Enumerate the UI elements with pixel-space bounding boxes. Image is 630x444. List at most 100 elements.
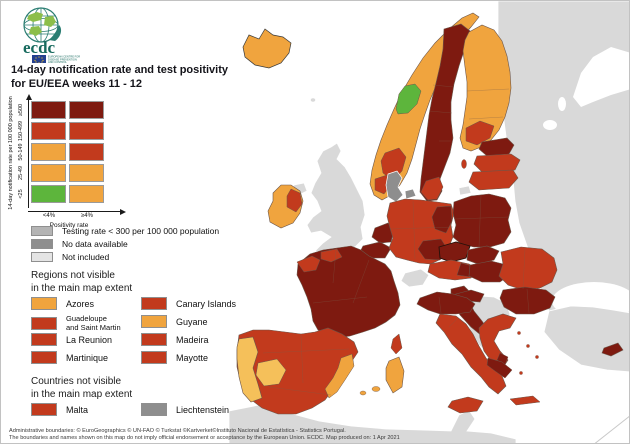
region-united-kingdom bbox=[306, 142, 366, 254]
region-cyprus bbox=[601, 342, 624, 357]
region-latvia bbox=[473, 153, 521, 173]
region-denmark-islands bbox=[404, 188, 417, 200]
region-sicily bbox=[447, 396, 484, 414]
region-italy-peninsula bbox=[435, 313, 507, 395]
malta-swatch bbox=[31, 403, 57, 416]
eu-flag-icon bbox=[32, 55, 46, 63]
azores-swatch bbox=[31, 297, 57, 310]
legend-item-guyane: Guyane bbox=[141, 315, 208, 328]
region-iceland bbox=[242, 28, 292, 69]
martinique-swatch bbox=[31, 351, 57, 364]
region-norway-trondelag bbox=[395, 83, 422, 115]
legend-item-la-reunion: La Reunion bbox=[31, 333, 112, 346]
matrix-cell bbox=[69, 185, 104, 203]
logo-subtext-3: AND CONTROL bbox=[48, 60, 67, 63]
regions-header-line-1: Regions not visible bbox=[31, 270, 115, 281]
region-gotland bbox=[461, 159, 467, 169]
no-data-label: No data available bbox=[62, 239, 128, 249]
x-axis-arrow bbox=[120, 209, 126, 215]
region-italy-north bbox=[416, 291, 476, 315]
matrix-cell bbox=[69, 143, 104, 161]
matrix-cell bbox=[31, 164, 66, 182]
legend-item-madeira: Madeira bbox=[141, 333, 209, 346]
la-reunion-swatch bbox=[31, 333, 57, 346]
guadeloupe-swatch bbox=[31, 317, 57, 330]
malta-label: Malta bbox=[66, 404, 89, 415]
y-tick-500: ≥500 bbox=[18, 103, 24, 117]
region-normandy bbox=[320, 248, 343, 263]
legend-item-azores: Azores bbox=[31, 297, 94, 310]
region-corsica bbox=[390, 333, 403, 355]
region-lithuania bbox=[468, 169, 519, 191]
logo-subtext-1: EUROPEAN CENTRE FOR bbox=[48, 55, 80, 59]
la-reunion-label: La Reunion bbox=[66, 334, 113, 345]
note-no-data: No data available bbox=[31, 238, 128, 250]
not-included-swatch bbox=[31, 252, 53, 262]
region-germany-east bbox=[431, 205, 453, 234]
countries-header-line-1: Countries not visible bbox=[31, 376, 122, 387]
legend-item-mayotte: Mayotte bbox=[141, 351, 208, 364]
region-denmark bbox=[385, 170, 404, 203]
guadeloupe-label: Guadeloupe and Saint Martin bbox=[66, 314, 121, 332]
mayotte-label: Mayotte bbox=[176, 352, 209, 363]
legend-item-liechtenstein: Liechtenstein bbox=[141, 403, 229, 416]
region-crete bbox=[509, 395, 541, 406]
no-data-swatch bbox=[31, 239, 53, 249]
page-title: 14-day notification rate and test positi… bbox=[11, 63, 228, 91]
region-puglia bbox=[486, 357, 513, 379]
x-axis-line bbox=[28, 211, 120, 212]
matrix-cell bbox=[31, 185, 66, 203]
legend-item-malta: Malta bbox=[31, 403, 88, 416]
eu-regions bbox=[236, 12, 624, 415]
canary-islands-label: Canary Islands bbox=[176, 298, 237, 309]
y-tick-25-49: 25-49 bbox=[18, 165, 24, 181]
lake-ladoga bbox=[543, 120, 557, 130]
y-tick-25: <25 bbox=[18, 189, 24, 199]
region-brittany bbox=[296, 255, 321, 273]
matrix-cell bbox=[31, 122, 66, 140]
guyane-swatch bbox=[141, 315, 167, 328]
guadeloupe-label-line-1: Guadeloupe bbox=[66, 314, 107, 323]
map-attribution-line-1: Administrative boundaries: © EuroGeograp… bbox=[9, 428, 346, 434]
region-valencia bbox=[324, 353, 355, 399]
region-faroe-islands bbox=[310, 97, 316, 103]
region-france bbox=[296, 245, 401, 339]
region-czechia bbox=[438, 241, 471, 263]
countries-header-line-2: in the main map extent bbox=[31, 389, 133, 400]
x-axis-label: Positivity rate bbox=[49, 222, 89, 229]
martinique-label: Martinique bbox=[66, 352, 109, 363]
countries-legend-header: Countries not visible in the main map ex… bbox=[31, 375, 132, 401]
region-sardinia bbox=[385, 356, 405, 394]
matrix-cell bbox=[69, 122, 104, 140]
matrix-cell bbox=[69, 164, 104, 182]
regions-header-line-2: in the main map extent bbox=[31, 283, 133, 294]
azores-label: Azores bbox=[66, 298, 95, 309]
y-axis-line bbox=[28, 100, 29, 208]
testing-rate-label: Testing rate < 300 per 100 000 populatio… bbox=[62, 226, 220, 236]
y-axis-arrow bbox=[25, 94, 32, 100]
region-turkey bbox=[543, 305, 629, 373]
regions-legend-header: Regions not visible in the main map exte… bbox=[31, 269, 132, 295]
region-ireland-east bbox=[286, 188, 303, 213]
legend-item-martinique: Martinique bbox=[31, 351, 108, 364]
title-line-1: 14-day notification rate and test positi… bbox=[11, 64, 228, 76]
liechtenstein-label: Liechtenstein bbox=[176, 404, 230, 415]
region-kaliningrad bbox=[458, 185, 472, 196]
guyane-label: Guyane bbox=[176, 316, 208, 327]
region-bulgaria bbox=[499, 286, 556, 315]
liechtenstein-swatch bbox=[141, 403, 167, 416]
logo-wordmark: ecdc bbox=[23, 38, 56, 57]
guadeloupe-label-line-2: and Saint Martin bbox=[66, 322, 121, 332]
not-included-label: Not included bbox=[62, 252, 110, 262]
title-line-2: for EU/EEA weeks 11 - 12 bbox=[11, 78, 143, 90]
legend-item-canary-islands: Canary Islands bbox=[141, 297, 236, 310]
region-aegean-islands bbox=[517, 331, 539, 375]
logo-swash bbox=[49, 25, 62, 41]
note-not-included: Not included bbox=[31, 251, 109, 263]
region-portugal bbox=[236, 336, 263, 403]
region-sweden-south bbox=[420, 176, 444, 201]
region-poland bbox=[452, 193, 512, 248]
white-sea bbox=[573, 47, 629, 107]
y-axis-label: 14-day notification rate per 100 000 pop… bbox=[8, 96, 14, 210]
